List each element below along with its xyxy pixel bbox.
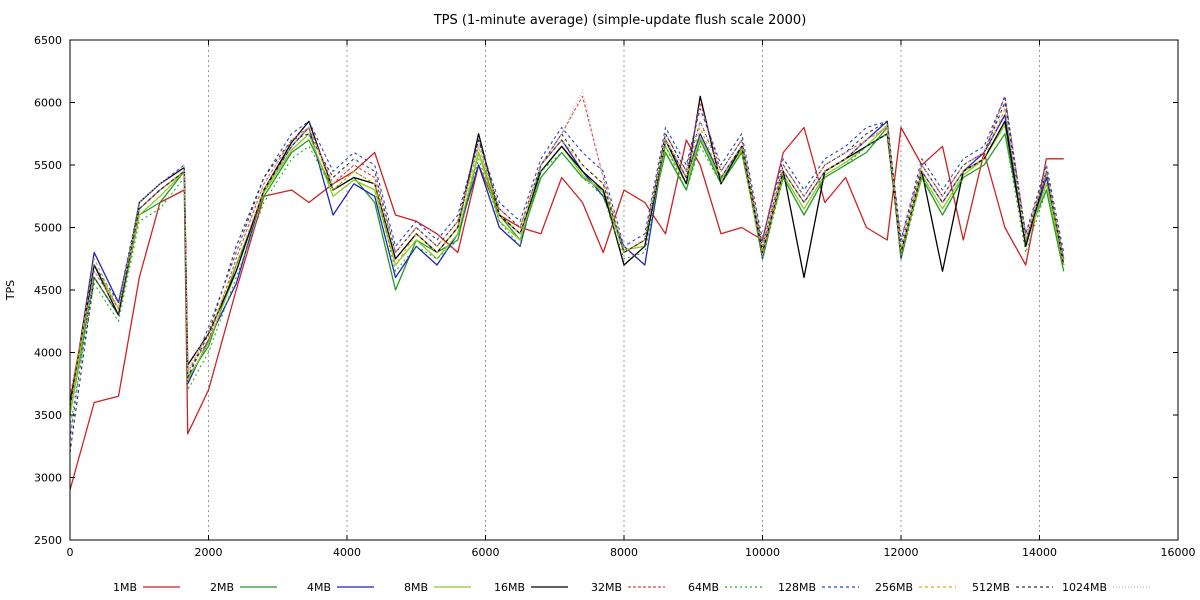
y-tick-label: 6500	[34, 34, 62, 47]
series-line-128MB	[69, 95, 1065, 441]
series-line-1MB	[69, 126, 1064, 491]
x-tick-label: 10000	[745, 546, 780, 559]
legend-label: 512MB	[972, 581, 1010, 594]
legend-label: 4MB	[307, 581, 331, 594]
x-tick-label: 2000	[195, 546, 223, 559]
y-tick-label: 4000	[34, 347, 62, 360]
x-tick-label: 0	[67, 546, 74, 559]
y-tick-label: 5000	[34, 222, 62, 235]
series-line-16MB	[69, 95, 1065, 403]
series-line-512MB	[69, 101, 1065, 453]
y-tick-label: 3000	[34, 472, 62, 485]
series-lines	[69, 89, 1065, 491]
legend-label: 16MB	[494, 581, 525, 594]
legend-label: 64MB	[688, 581, 719, 594]
series-line-2MB	[69, 126, 1065, 416]
y-axis-title: TPS	[4, 280, 17, 301]
x-tick-label: 4000	[333, 546, 361, 559]
legend-label: 256MB	[875, 581, 913, 594]
x-tick-label: 14000	[1022, 546, 1057, 559]
axis-ticks: 0 2000 4000 6000 8000 10000 12000 14000 16000 250…	[34, 34, 1196, 559]
legend-label: 8MB	[404, 581, 428, 594]
x-tick-label: 12000	[884, 546, 919, 559]
series-line-64MB	[69, 133, 1065, 428]
legend-label: 32MB	[591, 581, 622, 594]
legend-label: 1MB	[113, 581, 137, 594]
y-tick-label: 3500	[34, 409, 62, 422]
y-tick-label: 5500	[34, 159, 62, 172]
x-tick-label: 16000	[1161, 546, 1196, 559]
x-tick-label: 8000	[610, 546, 638, 559]
series-line-8MB	[69, 124, 1065, 416]
x-tick-label: 6000	[472, 546, 500, 559]
legend-label: 1024MB	[1062, 581, 1107, 594]
grid-lines	[208, 40, 1040, 540]
y-tick-label: 4500	[34, 284, 62, 297]
series-line-1024MB	[69, 89, 1065, 434]
legend: 1MB 2MB 4MB 8MB 16MB 32MB 64MB 128MB 256MB 512MB 1…	[113, 581, 1150, 594]
chart-title: TPS (1-minute average) (simple-update fl…	[433, 13, 807, 28]
y-tick-label: 6000	[34, 97, 62, 110]
y-tick-label: 2500	[34, 534, 62, 547]
legend-label: 128MB	[778, 581, 816, 594]
legend-label: 2MB	[210, 581, 234, 594]
